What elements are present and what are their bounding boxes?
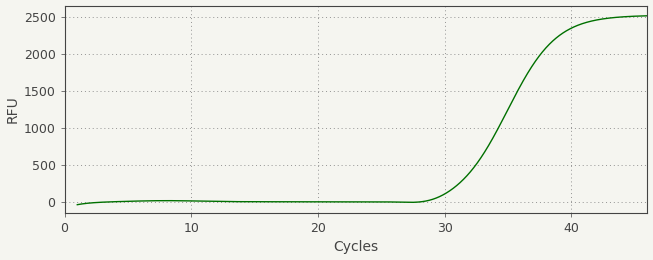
Y-axis label: RFU: RFU: [6, 95, 20, 123]
X-axis label: Cycles: Cycles: [334, 240, 379, 255]
